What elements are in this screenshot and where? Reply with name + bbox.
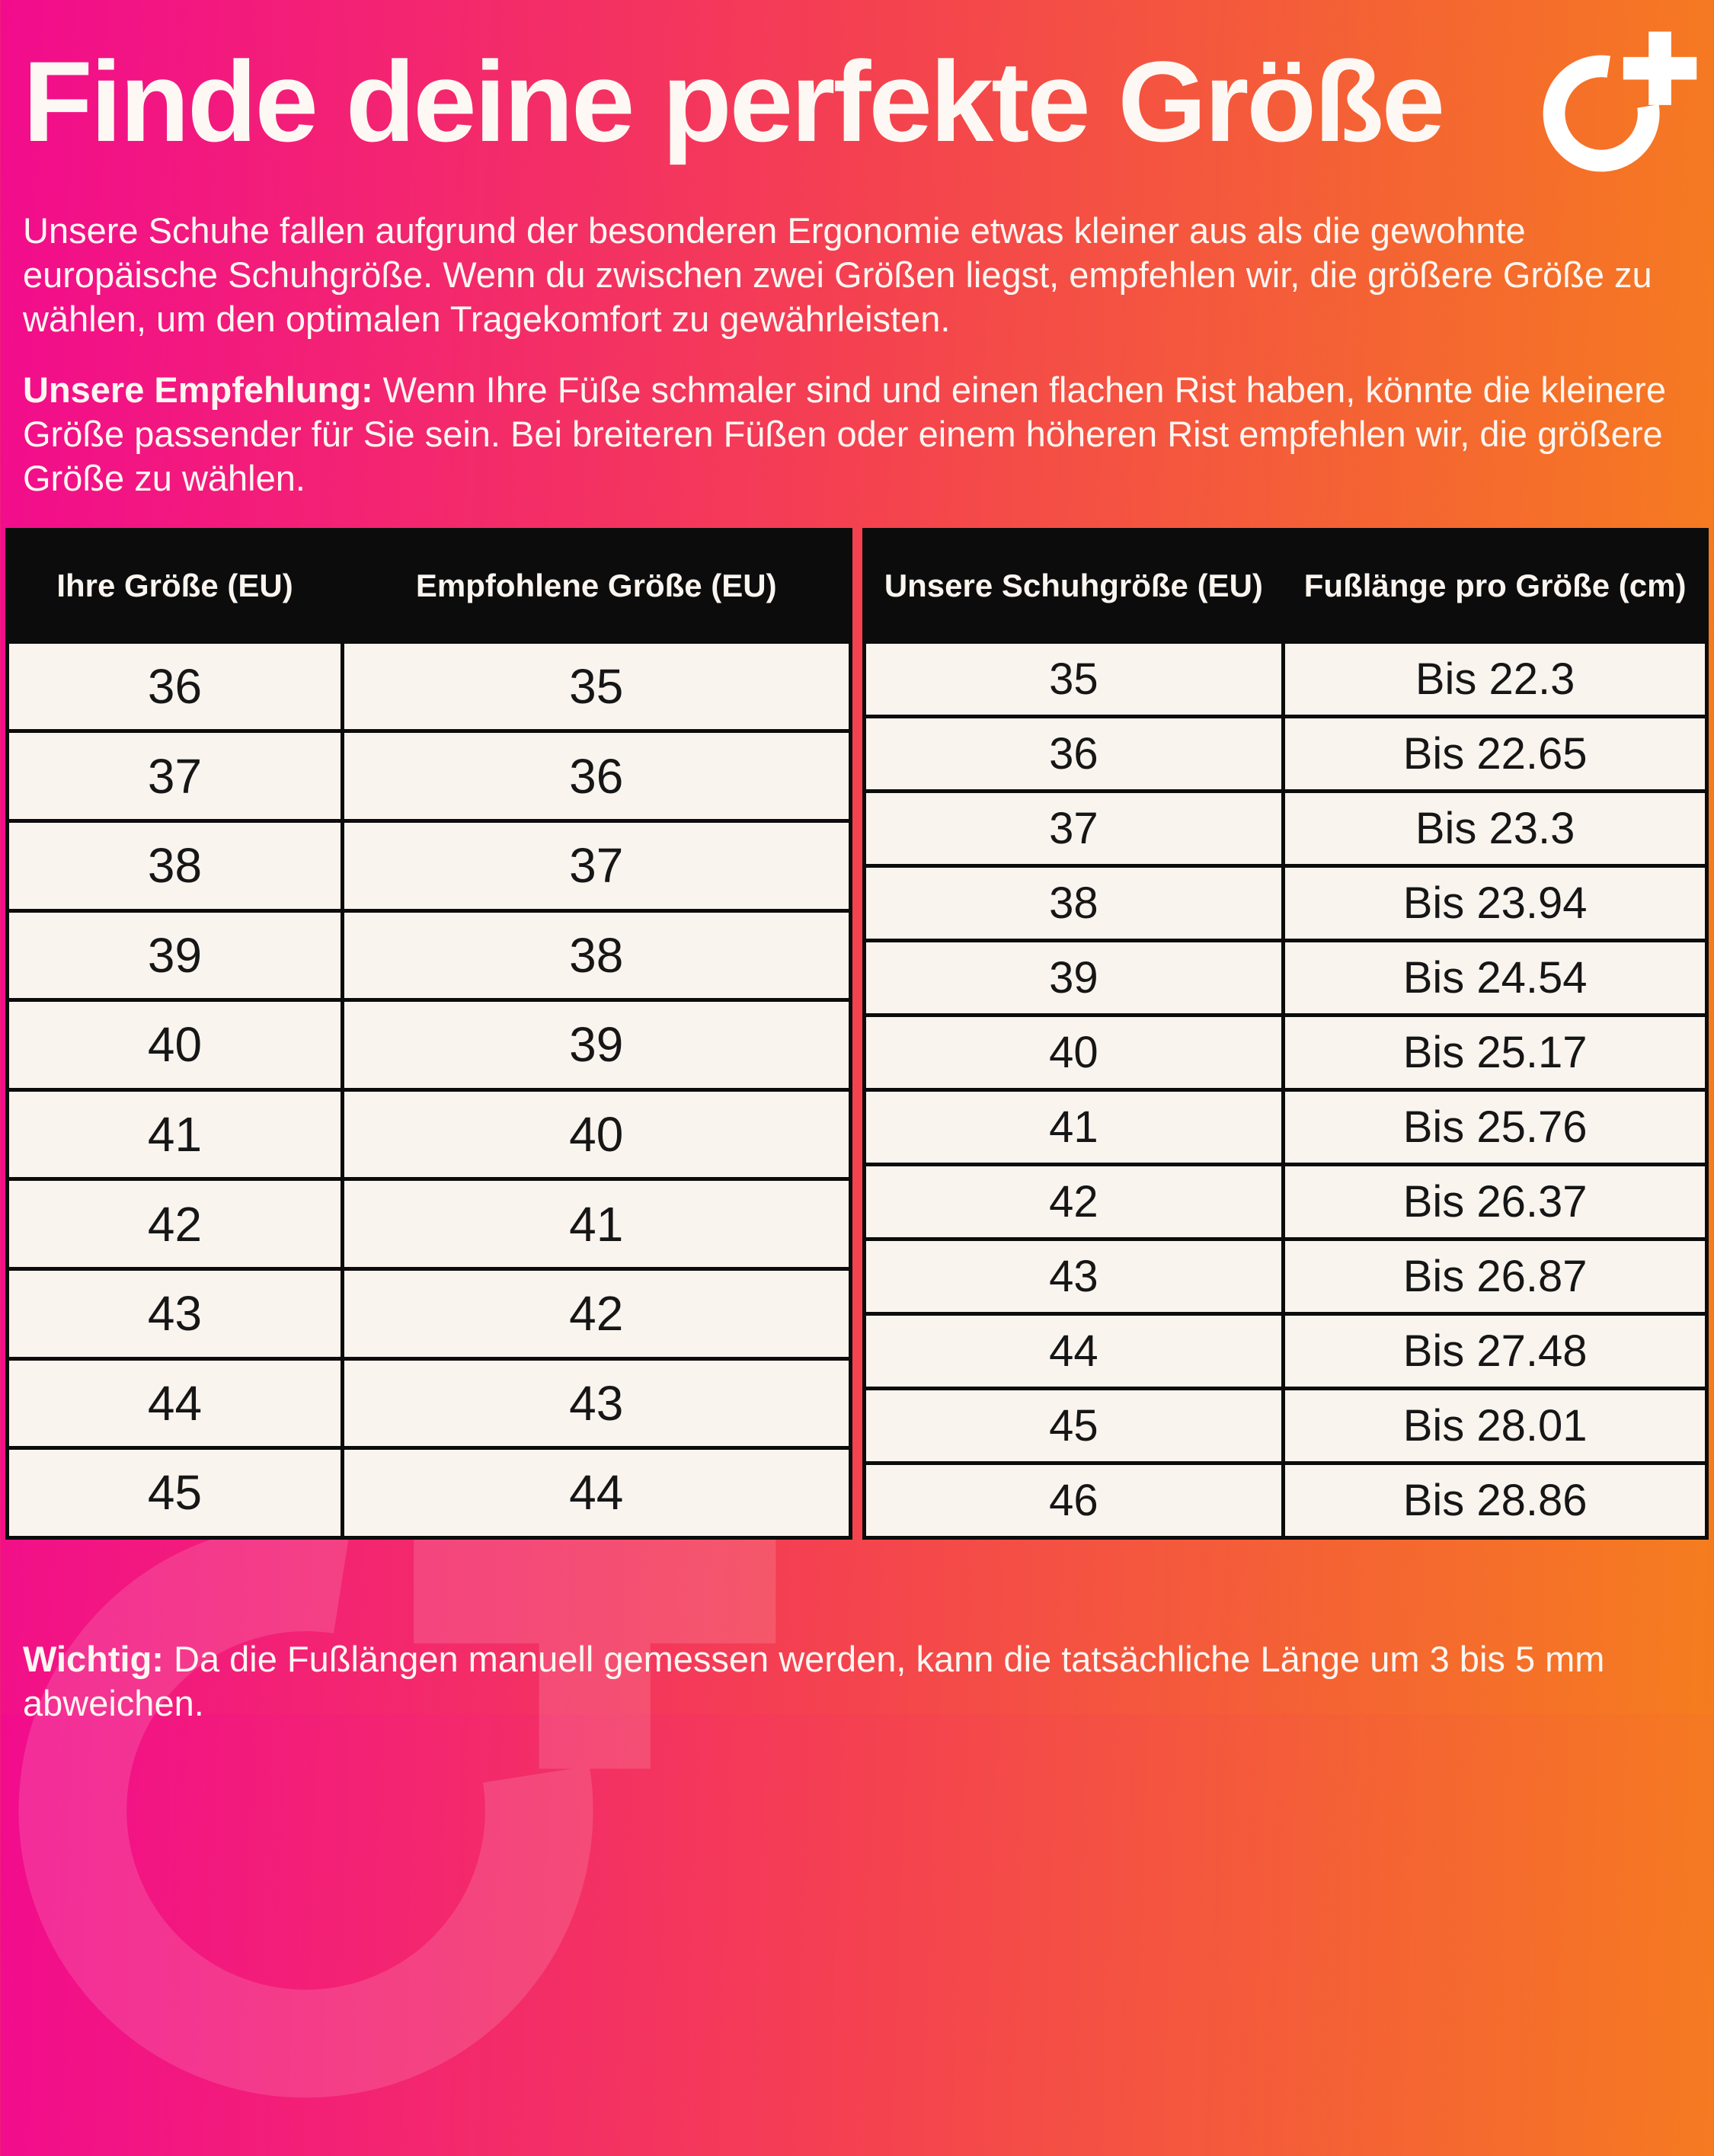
table-row: 40 39	[5, 998, 852, 1092]
column-header-our-shoe-size: Unsere Schuhgröße (EU)	[862, 527, 1286, 644]
table-cell: Bis 26.37	[1281, 1162, 1709, 1241]
table-cell: Bis 24.54	[1281, 938, 1709, 1017]
recommendation-label: Unsere Empfehlung:	[23, 369, 373, 411]
table-cell: 40	[341, 1087, 852, 1182]
table-cell: 44	[5, 1356, 345, 1451]
table-cell: 37	[341, 818, 852, 913]
table-cell: 43	[862, 1236, 1286, 1316]
table-row: 43 Bis 26.87	[862, 1236, 1709, 1316]
table-row: 36 35	[5, 639, 852, 734]
table-cell: Bis 28.01	[1281, 1386, 1709, 1465]
column-header-recommended-size: Empfohlene Größe (EU)	[341, 527, 852, 644]
table-cell: 42	[5, 1177, 345, 1271]
table-cell: 36	[5, 639, 345, 734]
table-row: 42 Bis 26.37	[862, 1162, 1709, 1241]
table-cell: 42	[341, 1266, 852, 1361]
table-row: 43 42	[5, 1266, 852, 1361]
table-cell: 37	[862, 789, 1286, 868]
table-row: 40 Bis 25.17	[862, 1012, 1709, 1092]
table-cell: 40	[5, 998, 345, 1092]
recommendation-body: Wenn Ihre Füße schmaler sind und einen f…	[23, 369, 1666, 498]
table-cell: 36	[341, 729, 852, 823]
table-row: 45 44	[5, 1446, 852, 1540]
table-cell: Bis 23.3	[1281, 789, 1709, 868]
table-cell: 43	[5, 1266, 345, 1361]
table-cell: 35	[862, 639, 1286, 718]
important-note: Wichtig: Da die Fußlängen manuell gemess…	[0, 1637, 1714, 1726]
table-cell: Bis 28.86	[1281, 1460, 1709, 1540]
table-cell: 40	[862, 1012, 1286, 1092]
table-row: 38 Bis 23.94	[862, 863, 1709, 942]
header: Finde deine perfekte Größe	[0, 0, 1714, 183]
table-cell: 35	[341, 639, 852, 734]
table-row: 37 Bis 23.3	[862, 789, 1709, 868]
table-cell: 41	[5, 1087, 345, 1182]
column-header-your-size: Ihre Größe (EU)	[5, 527, 345, 644]
table-cell: Bis 22.3	[1281, 639, 1709, 718]
table-row: 46 Bis 28.86	[862, 1460, 1709, 1540]
tables-section: Ihre Größe (EU) Empfohlene Größe (EU) 36…	[0, 527, 1714, 1540]
table-cell: Bis 23.94	[1281, 863, 1709, 942]
table-row: 38 37	[5, 818, 852, 913]
table-cell: 37	[5, 729, 345, 823]
important-note-label: Wichtig:	[23, 1638, 164, 1679]
size-conversion-table: Ihre Größe (EU) Empfohlene Größe (EU) 36…	[5, 527, 852, 1540]
table-row: 44 Bis 27.48	[862, 1311, 1709, 1390]
table-cell: 36	[862, 714, 1286, 793]
table-row: 44 43	[5, 1356, 852, 1451]
table-cell: Bis 25.76	[1281, 1087, 1709, 1166]
brand-circle-plus-logo-icon	[1535, 24, 1699, 183]
intro-text: Unsere Schuhe fallen aufgrund der besond…	[23, 210, 1652, 339]
table-row: 35 Bis 22.3	[862, 639, 1709, 718]
table-cell: 45	[862, 1386, 1286, 1465]
table-cell: 44	[862, 1311, 1286, 1390]
table-row: 37 36	[5, 729, 852, 823]
table-cell: 38	[862, 863, 1286, 942]
table-cell: 46	[862, 1460, 1286, 1540]
table-cell: 39	[862, 938, 1286, 1017]
table-cell: 45	[5, 1446, 345, 1540]
table-cell: 38	[341, 908, 852, 1003]
table-row: 39 38	[5, 908, 852, 1003]
table-cell: Bis 22.65	[1281, 714, 1709, 793]
table-cell: Bis 27.48	[1281, 1311, 1709, 1390]
table-row: 42 41	[5, 1177, 852, 1271]
table-cell: 38	[5, 818, 345, 913]
table-cell: 44	[341, 1446, 852, 1540]
table-cell: 39	[341, 998, 852, 1092]
table-row: 41 40	[5, 1087, 852, 1182]
table-cell: 42	[862, 1162, 1286, 1241]
recommendation-text: Unsere Empfehlung: Wenn Ihre Füße schmal…	[0, 368, 1714, 500]
table-header-row: Unsere Schuhgröße (EU) Fußlänge pro Größ…	[862, 527, 1709, 644]
column-header-foot-length: Fußlänge pro Größe (cm)	[1281, 527, 1709, 644]
foot-length-table: Unsere Schuhgröße (EU) Fußlänge pro Größ…	[862, 527, 1709, 1540]
table-row: 39 Bis 24.54	[862, 938, 1709, 1017]
table-cell: 41	[862, 1087, 1286, 1166]
table-header-row: Ihre Größe (EU) Empfohlene Größe (EU)	[5, 527, 852, 644]
page-title: Finde deine perfekte Größe	[23, 37, 1445, 165]
table-cell: Bis 25.17	[1281, 1012, 1709, 1092]
table-cell: 39	[5, 908, 345, 1003]
table-row: 41 Bis 25.76	[862, 1087, 1709, 1166]
table-cell: 43	[341, 1356, 852, 1451]
important-note-body: Da die Fußlängen manuell gemessen werden…	[23, 1638, 1605, 1723]
table-cell: Bis 26.87	[1281, 1236, 1709, 1316]
table-row: 36 Bis 22.65	[862, 714, 1709, 793]
table-row: 45 Bis 28.01	[862, 1386, 1709, 1465]
table-cell: 41	[341, 1177, 852, 1271]
